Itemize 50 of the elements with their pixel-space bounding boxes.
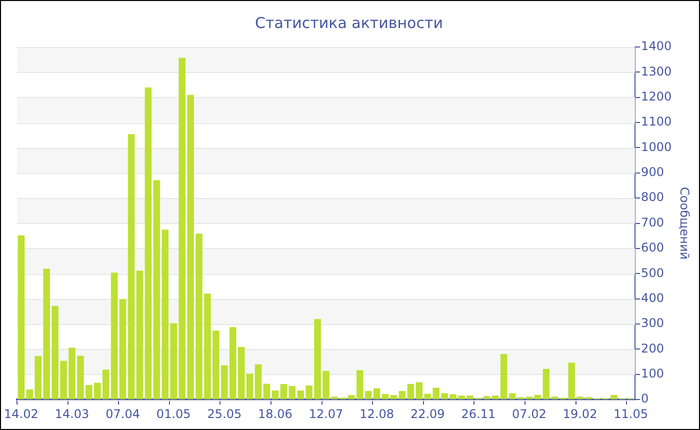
y-tick-label: 300 xyxy=(641,316,664,330)
y-tick-label: 100 xyxy=(641,366,664,381)
y-tick-label: 500 xyxy=(641,266,664,280)
chart-title: Статистика активности xyxy=(255,14,443,32)
bar xyxy=(110,272,118,400)
y-tick-label: 1400 xyxy=(641,39,672,54)
bar xyxy=(144,88,152,400)
x-tick-label: 25.05 xyxy=(207,406,242,421)
bar xyxy=(382,394,389,400)
y-tick-label: 400 xyxy=(641,290,664,305)
bar xyxy=(500,354,508,400)
y-tick-label: 1300 xyxy=(641,64,672,78)
bar xyxy=(508,393,516,400)
y-axis-title: Сообщений xyxy=(678,187,692,260)
bar xyxy=(534,394,542,400)
x-tick-label: 14.02 xyxy=(4,406,38,421)
bar xyxy=(254,364,262,400)
x-tick-label: 01.05 xyxy=(156,406,191,421)
y-tick-label: 900 xyxy=(641,165,664,180)
bar xyxy=(373,388,380,400)
bar xyxy=(280,384,288,400)
bar xyxy=(246,374,254,400)
y-tick-label: 200 xyxy=(641,341,664,356)
x-tick-label: 19.02 xyxy=(562,406,598,421)
y-tick-label: 800 xyxy=(641,190,664,204)
bar xyxy=(272,390,279,400)
bar xyxy=(18,235,25,400)
x-tick-label: 07.02 xyxy=(512,406,546,421)
y-tick-label: 1100 xyxy=(641,114,672,129)
x-tick-label: 22.09 xyxy=(410,406,445,421)
bar xyxy=(136,270,144,400)
y-tick-label: 1200 xyxy=(641,89,672,104)
bar xyxy=(526,396,533,400)
bar xyxy=(407,384,414,400)
bar xyxy=(390,395,398,400)
x-tick-label: 07.04 xyxy=(106,406,140,421)
bar xyxy=(119,299,126,400)
x-tick-label: 12.07 xyxy=(308,406,344,421)
y-tick-label: 600 xyxy=(641,240,664,255)
bar xyxy=(128,134,135,400)
x-tick-label: 18.06 xyxy=(258,406,292,421)
y-tick-label: 0 xyxy=(641,392,649,406)
y-tick-label: 1000 xyxy=(641,140,672,154)
x-tick-label: 14.03 xyxy=(54,406,90,421)
x-tick-label: 11.05 xyxy=(614,406,648,421)
bar xyxy=(398,391,406,400)
x-tick-label: 12.08 xyxy=(360,406,394,421)
bar xyxy=(263,384,270,400)
y-tick-label: 700 xyxy=(641,215,664,230)
x-tick-label: 26.11 xyxy=(461,406,496,421)
